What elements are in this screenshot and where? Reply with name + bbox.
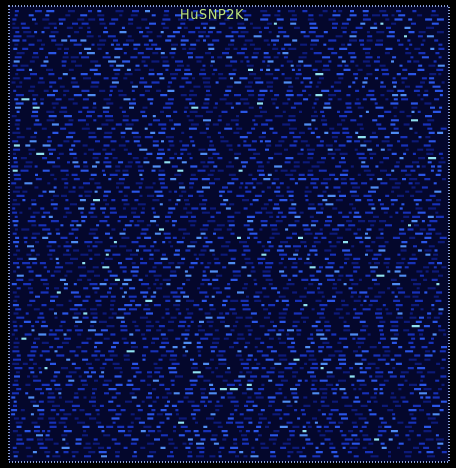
array-scan: HuSNP2K <box>0 0 456 468</box>
page: {"image": {"label": "HuSNP2K"}} HuSNP2K … <box>0 0 456 468</box>
chip-label: HuSNP2K <box>180 8 244 23</box>
